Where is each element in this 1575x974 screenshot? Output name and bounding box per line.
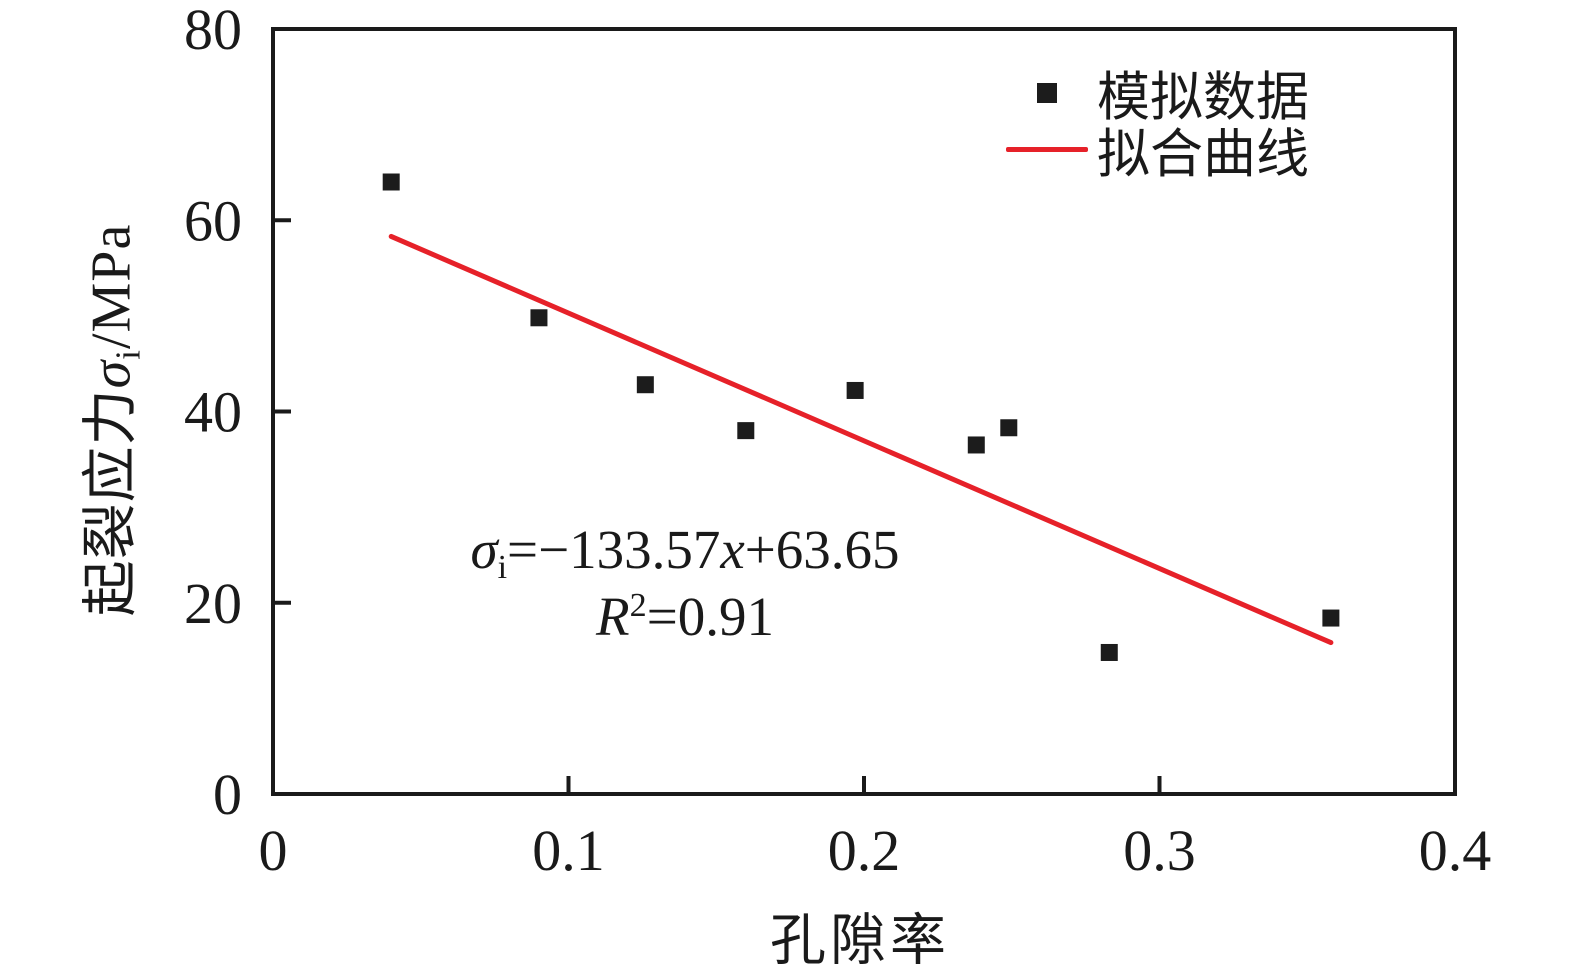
legend-line-marker <box>1006 147 1088 152</box>
y-axis-title-text: 起裂应力 <box>80 388 143 617</box>
x-axis-title: 孔隙率 <box>770 910 950 973</box>
r-superscript: 2 <box>629 587 647 625</box>
legend-marker-cell <box>1003 147 1091 152</box>
legend-label-simulated-data: 模拟数据 <box>1097 68 1309 127</box>
y-axis-title: 起裂应力σi/MPa <box>66 223 148 617</box>
x-tick-label: 0 <box>259 818 288 883</box>
legend: 模拟数据 拟合曲线 <box>1003 64 1309 184</box>
x-tick-label: 0.1 <box>532 818 605 883</box>
legend-item-fit-curve: 拟合曲线 <box>1003 121 1309 184</box>
legend-square-marker <box>1037 82 1057 103</box>
data-point <box>1000 419 1018 437</box>
y-tick-label: 20 <box>184 571 242 636</box>
axes-frame <box>271 27 1457 796</box>
data-point <box>846 381 864 399</box>
data-point <box>382 173 400 191</box>
y-axis-unit: /MPa <box>80 223 143 350</box>
x-tick-label: 0.2 <box>828 818 901 883</box>
legend-label-fit-curve: 拟合曲线 <box>1097 125 1309 184</box>
r-symbol: R <box>596 586 630 648</box>
legend-marker-cell <box>1003 82 1091 103</box>
sigma-subscript: i <box>497 548 508 586</box>
equation-mid: =−133.57 <box>507 519 721 580</box>
equation-end: +63.65 <box>744 519 900 580</box>
x-tick-label: 0.4 <box>1419 818 1492 883</box>
x-tick-label: 0.3 <box>1123 818 1196 883</box>
sigma-subscript: i <box>108 349 148 360</box>
x-variable: x <box>720 519 745 580</box>
data-point <box>1100 643 1118 661</box>
r-value: =0.91 <box>646 586 774 648</box>
sigma-symbol: σ <box>470 519 498 580</box>
y-tick-label: 0 <box>213 762 242 827</box>
data-point <box>1322 609 1340 627</box>
data-point <box>737 422 755 440</box>
fit-equation-line: σi=−133.57x+63.65 <box>470 516 900 586</box>
data-point <box>530 309 548 327</box>
data-point <box>967 436 985 454</box>
legend-item-simulated-data: 模拟数据 <box>1003 64 1309 127</box>
data-point <box>636 376 654 394</box>
y-tick-label: 80 <box>184 0 242 62</box>
y-tick-label: 60 <box>184 188 242 253</box>
r-squared-line: R2=0.91 <box>470 583 899 650</box>
y-tick-label: 40 <box>184 380 242 445</box>
fit-line <box>388 233 1334 646</box>
sigma-symbol: σ <box>80 359 143 389</box>
fit-equation-annotation: σi=−133.57x+63.65 R2=0.91 <box>470 516 899 650</box>
